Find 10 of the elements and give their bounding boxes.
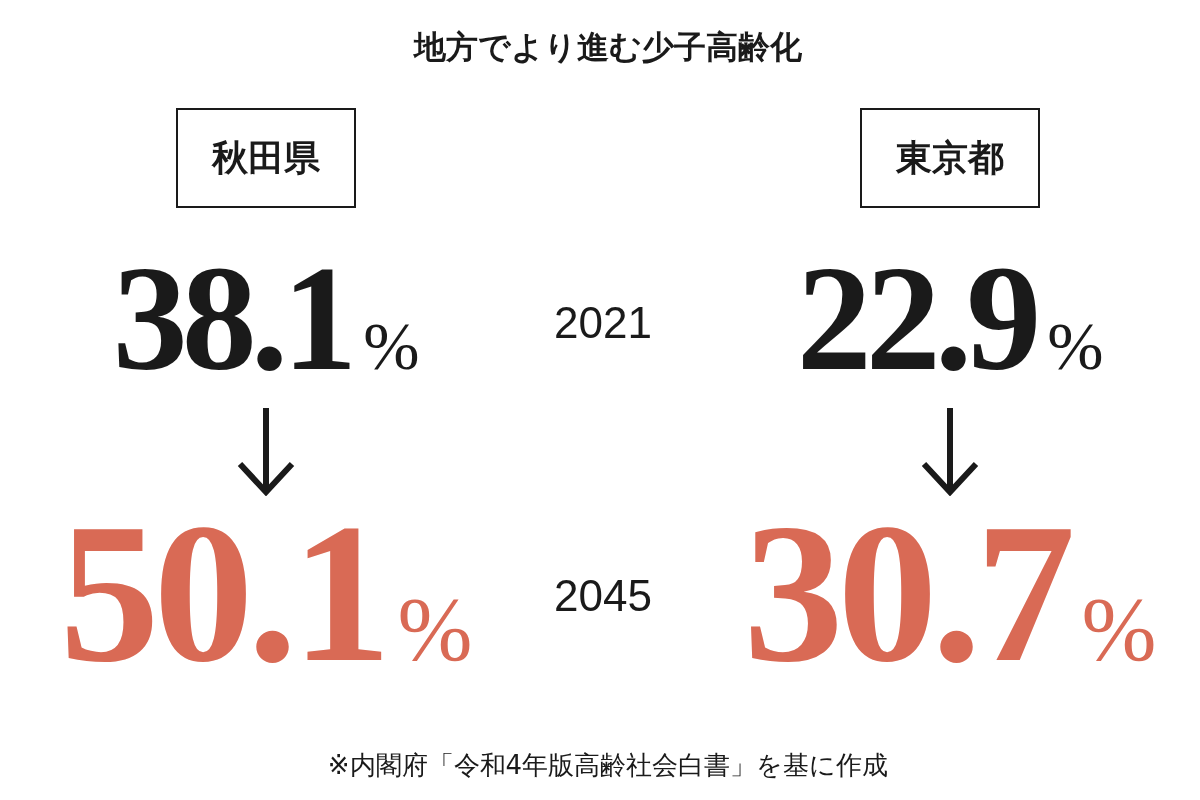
category-label: 秋田県 (176, 108, 356, 208)
data-label: 22.9% (796, 235, 1104, 401)
data-label: 30.7% (743, 482, 1157, 703)
data-label: 38.1% (112, 235, 420, 401)
text: 2021 (553, 298, 653, 348)
text: ※内閣府「令和4年版高齢社会白書」を基に作成 (326, 749, 890, 782)
text: 2045 (553, 571, 653, 621)
category-label: 東京都 (860, 108, 1040, 208)
text: 地方でより進む少子高齢化 (412, 27, 803, 68)
data-label: 50.1% (59, 482, 473, 703)
